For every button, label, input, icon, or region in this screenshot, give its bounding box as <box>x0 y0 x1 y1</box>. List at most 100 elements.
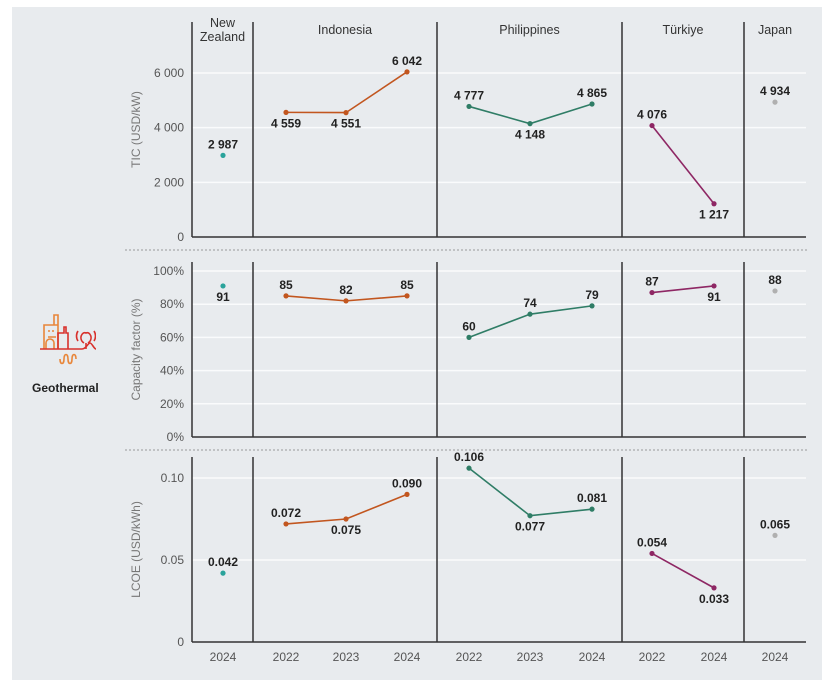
data-label: 0.072 <box>271 506 301 520</box>
data-label: 6 042 <box>392 54 422 68</box>
data-label: 0.106 <box>454 450 484 464</box>
data-label: 85 <box>400 278 414 292</box>
data-point <box>343 110 349 116</box>
y-axis-label: LCOE (USD/kWh) <box>129 501 143 598</box>
data-point <box>711 283 717 289</box>
data-point <box>220 570 226 576</box>
data-point <box>527 311 533 317</box>
data-label: 4 934 <box>760 84 790 98</box>
data-label: 4 559 <box>271 116 301 130</box>
data-point <box>649 550 655 557</box>
y-tick-label: 0.10 <box>161 471 185 485</box>
data-point <box>404 293 410 299</box>
data-point <box>527 121 533 127</box>
data-point <box>466 334 472 340</box>
series-line-2 <box>468 467 593 517</box>
data-point <box>220 283 226 289</box>
data-point <box>283 109 289 115</box>
y-tick-label: 4 000 <box>154 121 184 135</box>
data-label: 4 551 <box>331 117 361 131</box>
data-label: 91 <box>216 290 230 304</box>
data-point <box>772 532 778 539</box>
y-tick-label: 100% <box>153 264 184 278</box>
data-label: 0.081 <box>577 491 607 505</box>
data-label: 74 <box>523 296 537 310</box>
x-tick-label: 2022 <box>639 650 666 664</box>
x-tick-label: 2024 <box>210 650 237 664</box>
data-label: 60 <box>462 319 476 333</box>
data-point <box>220 152 226 158</box>
y-tick-label: 60% <box>160 330 184 344</box>
data-label: 0.042 <box>208 555 238 569</box>
y-tick-label: 6 000 <box>154 66 184 80</box>
y-tick-label: 0% <box>167 430 185 444</box>
data-point <box>649 122 655 129</box>
data-point <box>283 521 289 527</box>
chart-area: 0 2 000 4 000 6 000 TIC (USD/kW) 2 987 4 559 4 … <box>12 7 822 680</box>
data-label: 0.065 <box>760 517 790 531</box>
series-line-2 <box>468 305 593 339</box>
y-tick-label: 80% <box>160 297 184 311</box>
data-label: 0.090 <box>392 476 422 490</box>
data-point <box>711 201 717 207</box>
data-label: 82 <box>339 283 353 297</box>
y-tick-label: 40% <box>160 364 184 378</box>
series-line-2 <box>468 103 593 125</box>
data-label: 0.033 <box>699 592 729 606</box>
data-label: 4 865 <box>577 86 607 100</box>
y-tick-label: 0 <box>177 230 184 244</box>
data-label: 0.075 <box>331 523 361 537</box>
data-label: 88 <box>768 273 782 287</box>
x-tick-label: 2023 <box>333 650 360 664</box>
x-tick-label: 2022 <box>273 650 300 664</box>
series-line-3 <box>651 552 715 589</box>
series-line-1 <box>285 71 408 114</box>
y-axis-label: TIC (USD/kW) <box>129 91 143 168</box>
data-point <box>527 513 533 519</box>
group-header: Zealand <box>200 30 245 44</box>
y-axis-label: Capacity factor (%) <box>129 298 143 400</box>
x-tick-label: 2024 <box>394 650 421 664</box>
data-label: 1 217 <box>699 208 729 222</box>
data-point <box>589 506 595 512</box>
data-label: 0.077 <box>515 520 545 534</box>
data-point <box>283 293 289 299</box>
data-point <box>589 101 595 107</box>
y-tick-label: 20% <box>160 397 184 411</box>
geothermal-icon <box>40 309 96 369</box>
group-header: Japan <box>758 23 792 37</box>
y-tick-label: 0.05 <box>161 553 185 567</box>
data-point <box>466 103 472 110</box>
y-tick-label: 2 000 <box>154 175 184 189</box>
data-point <box>589 303 595 309</box>
group-header: Philippines <box>499 23 559 37</box>
data-point <box>711 585 717 591</box>
data-label: 2 987 <box>208 137 238 151</box>
x-tick-label: 2023 <box>517 650 544 664</box>
group-header: Türkiye <box>663 23 704 37</box>
data-label: 4 148 <box>515 128 545 142</box>
data-label: 4 076 <box>637 108 667 122</box>
x-tick-label: 2024 <box>701 650 728 664</box>
data-label: 91 <box>707 290 721 304</box>
data-point <box>404 69 410 75</box>
data-point <box>343 516 349 522</box>
geothermal-chart: 0 2 000 4 000 6 000 TIC (USD/kW) 2 987 4 559 4 … <box>125 16 808 664</box>
x-tick-label: 2022 <box>456 650 483 664</box>
data-point <box>649 289 655 296</box>
data-point <box>772 99 778 105</box>
data-label: 85 <box>279 278 293 292</box>
group-header: Indonesia <box>318 23 372 37</box>
x-tick-label: 2024 <box>579 650 606 664</box>
series-line-3 <box>651 125 715 205</box>
data-label: 87 <box>645 275 659 289</box>
data-label: 0.054 <box>637 535 667 549</box>
data-point <box>466 465 472 471</box>
series-line-3 <box>651 285 715 294</box>
tech-label: Geothermal <box>32 381 99 395</box>
data-point <box>343 298 349 304</box>
data-point <box>404 491 410 497</box>
data-label: 79 <box>585 288 599 302</box>
group-header: New <box>210 16 236 30</box>
x-tick-label: 2024 <box>762 650 789 664</box>
